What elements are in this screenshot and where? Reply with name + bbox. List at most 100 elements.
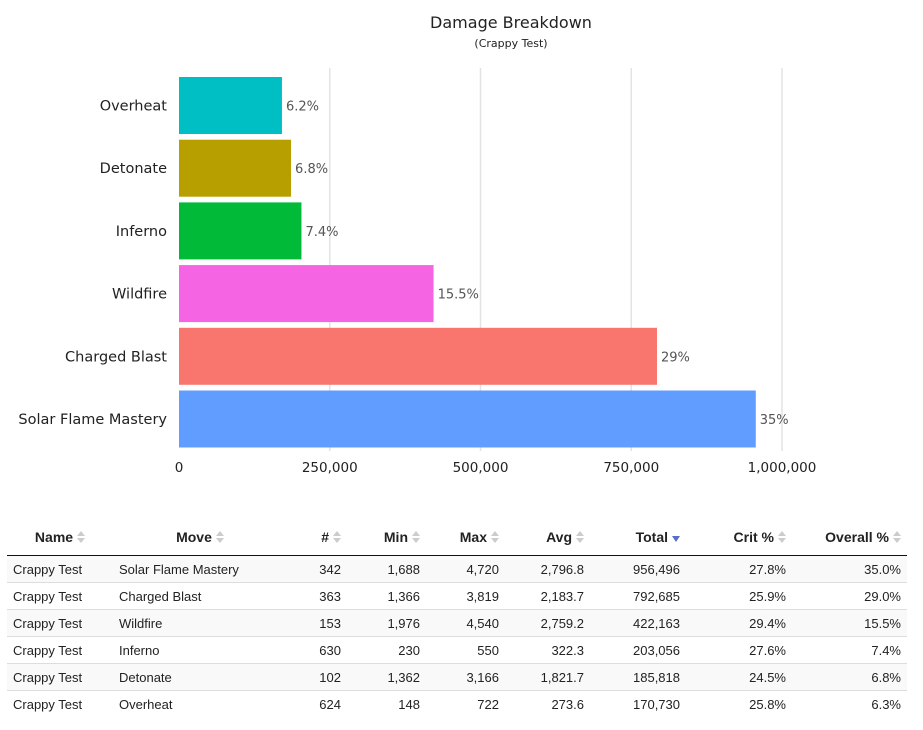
bar-charged-blast xyxy=(179,327,657,385)
column-header-label: Overall % xyxy=(825,528,889,545)
damage-breakdown-chart: Damage Breakdown (Crappy Test) 6.2% 6.8% 7… xyxy=(18,13,817,476)
table-cell: 230 xyxy=(347,636,426,664)
table-cell: Crappy Test xyxy=(7,609,113,637)
table-cell: 3,166 xyxy=(426,663,505,691)
table-cell: 322.3 xyxy=(505,636,590,664)
column-header-overall[interactable]: Overall % xyxy=(792,520,907,556)
sort-icon[interactable] xyxy=(576,530,584,546)
table-cell: 1,362 xyxy=(347,663,426,691)
bar-inferno xyxy=(179,202,302,260)
table-cell: 27.6% xyxy=(686,636,792,664)
bar-data-label: 29% xyxy=(661,350,690,365)
column-header-max[interactable]: Max xyxy=(426,520,505,556)
column-header-label: Min xyxy=(383,528,408,545)
table-cell: 422,163 xyxy=(590,609,686,637)
column-header-move[interactable]: Move xyxy=(113,520,287,556)
sort-icon[interactable] xyxy=(215,530,224,546)
table-cell: 29.4% xyxy=(686,609,792,637)
sort-icon[interactable] xyxy=(333,530,341,546)
y-axis-labels: Overheat Detonate Inferno Wildfire Charged B… xyxy=(18,99,167,429)
column-header-name[interactable]: Name xyxy=(7,520,113,556)
sort-icon[interactable] xyxy=(412,530,420,546)
table-cell: Inferno xyxy=(113,636,287,664)
table-cell: 4,720 xyxy=(426,555,505,583)
table-cell: Overheat xyxy=(113,690,287,717)
column-header-label: # xyxy=(321,528,329,545)
table-cell: Charged Blast xyxy=(113,582,287,610)
bar-overheat xyxy=(179,77,282,134)
table-cell: Solar Flame Mastery xyxy=(113,555,287,583)
bar-data-label: 7.4% xyxy=(305,225,338,240)
column-header-label: Name xyxy=(34,528,74,545)
sort-descending-icon[interactable] xyxy=(672,530,680,546)
y-category-label: Overheat xyxy=(100,99,168,115)
table-cell: 3,819 xyxy=(426,582,505,610)
table-cell: Crappy Test xyxy=(7,636,113,664)
table-cell: 7.4% xyxy=(792,636,907,664)
table-cell: 342 xyxy=(287,555,347,583)
column-header-label: Max xyxy=(459,528,487,545)
sort-icon[interactable] xyxy=(77,530,86,546)
table-cell: 1,976 xyxy=(347,609,426,637)
table-cell: 722 xyxy=(426,690,505,717)
column-header-label: Move xyxy=(176,528,212,545)
x-tick-label: 1,000,000 xyxy=(748,460,817,476)
table-cell: 148 xyxy=(347,690,426,717)
table-cell: 203,056 xyxy=(590,636,686,664)
table-cell: Wildfire xyxy=(113,609,287,637)
table-cell: Detonate xyxy=(113,663,287,691)
table-cell: Crappy Test xyxy=(7,690,113,717)
table-cell: 185,818 xyxy=(590,663,686,691)
y-category-label: Wildfire xyxy=(112,287,167,303)
table-cell: 630 xyxy=(287,636,347,664)
column-header-avg[interactable]: Avg xyxy=(505,520,590,556)
table-cell: 25.9% xyxy=(686,582,792,610)
table-body: Crappy Test Solar Flame Mastery 342 1,688 4,… xyxy=(7,555,907,717)
bar-wildfire xyxy=(179,265,434,323)
x-tick-label: 250,000 xyxy=(302,460,358,476)
table-cell: 1,366 xyxy=(347,582,426,610)
table-cell: 1,821.7 xyxy=(505,663,590,691)
bars: 6.2% 6.8% 7.4% 15.5% 29% 35% xyxy=(179,77,789,448)
column-header-total[interactable]: Total xyxy=(590,520,686,556)
table-cell: 550 xyxy=(426,636,505,664)
gridlines xyxy=(329,68,783,451)
table-cell: 2,796.8 xyxy=(505,555,590,583)
table-row: Crappy Test Charged Blast 363 1,366 3,819 2,1… xyxy=(7,582,907,610)
table-cell: 25.8% xyxy=(686,690,792,717)
table-cell: 1,688 xyxy=(347,555,426,583)
column-header-label: Crit % xyxy=(733,528,774,545)
table-cell: 170,730 xyxy=(590,690,686,717)
bar-data-label: 6.2% xyxy=(286,100,319,115)
x-tick-label: 0 xyxy=(175,460,184,476)
sort-icon[interactable] xyxy=(491,530,499,546)
table-cell: 792,685 xyxy=(590,582,686,610)
table-row: Crappy Test Solar Flame Mastery 342 1,688 4,… xyxy=(7,555,907,583)
bar-data-label: 6.8% xyxy=(295,162,328,177)
table-cell: 6.3% xyxy=(792,690,907,717)
column-header-crit[interactable]: Crit % xyxy=(686,520,792,556)
table-cell: 624 xyxy=(287,690,347,717)
table-cell: 273.6 xyxy=(505,690,590,717)
sort-icon[interactable] xyxy=(778,530,786,546)
table-cell: 6.8% xyxy=(792,663,907,691)
table-row: Crappy Test Detonate 102 1,362 3,166 1,821.7 1… xyxy=(7,663,907,691)
column-header-label: Total xyxy=(635,528,668,545)
bar-data-label: 35% xyxy=(760,413,789,428)
column-header-min[interactable]: Min xyxy=(347,520,426,556)
column-header-label: Avg xyxy=(546,528,572,545)
table-header-row: Name Move # Min Max Avg Total Crit % Overall % xyxy=(7,520,907,556)
table-row: Crappy Test Overheat 624 148 722 273.6 170,730… xyxy=(7,690,907,717)
table-cell: Crappy Test xyxy=(7,555,113,583)
y-category-label: Solar Flame Mastery xyxy=(18,412,167,428)
table-cell: 2,759.2 xyxy=(505,609,590,637)
sort-icon[interactable] xyxy=(893,530,901,546)
y-category-label: Inferno xyxy=(116,224,167,240)
x-tick-label: 500,000 xyxy=(453,460,509,476)
x-tick-label: 750,000 xyxy=(603,460,659,476)
column-header-[interactable]: # xyxy=(287,520,347,556)
table-cell: 4,540 xyxy=(426,609,505,637)
y-category-label: Detonate xyxy=(100,161,167,177)
chart-subtitle: (Crappy Test) xyxy=(474,37,547,50)
x-axis-labels: 0 250,000 500,000 750,000 1,000,000 xyxy=(175,460,817,476)
